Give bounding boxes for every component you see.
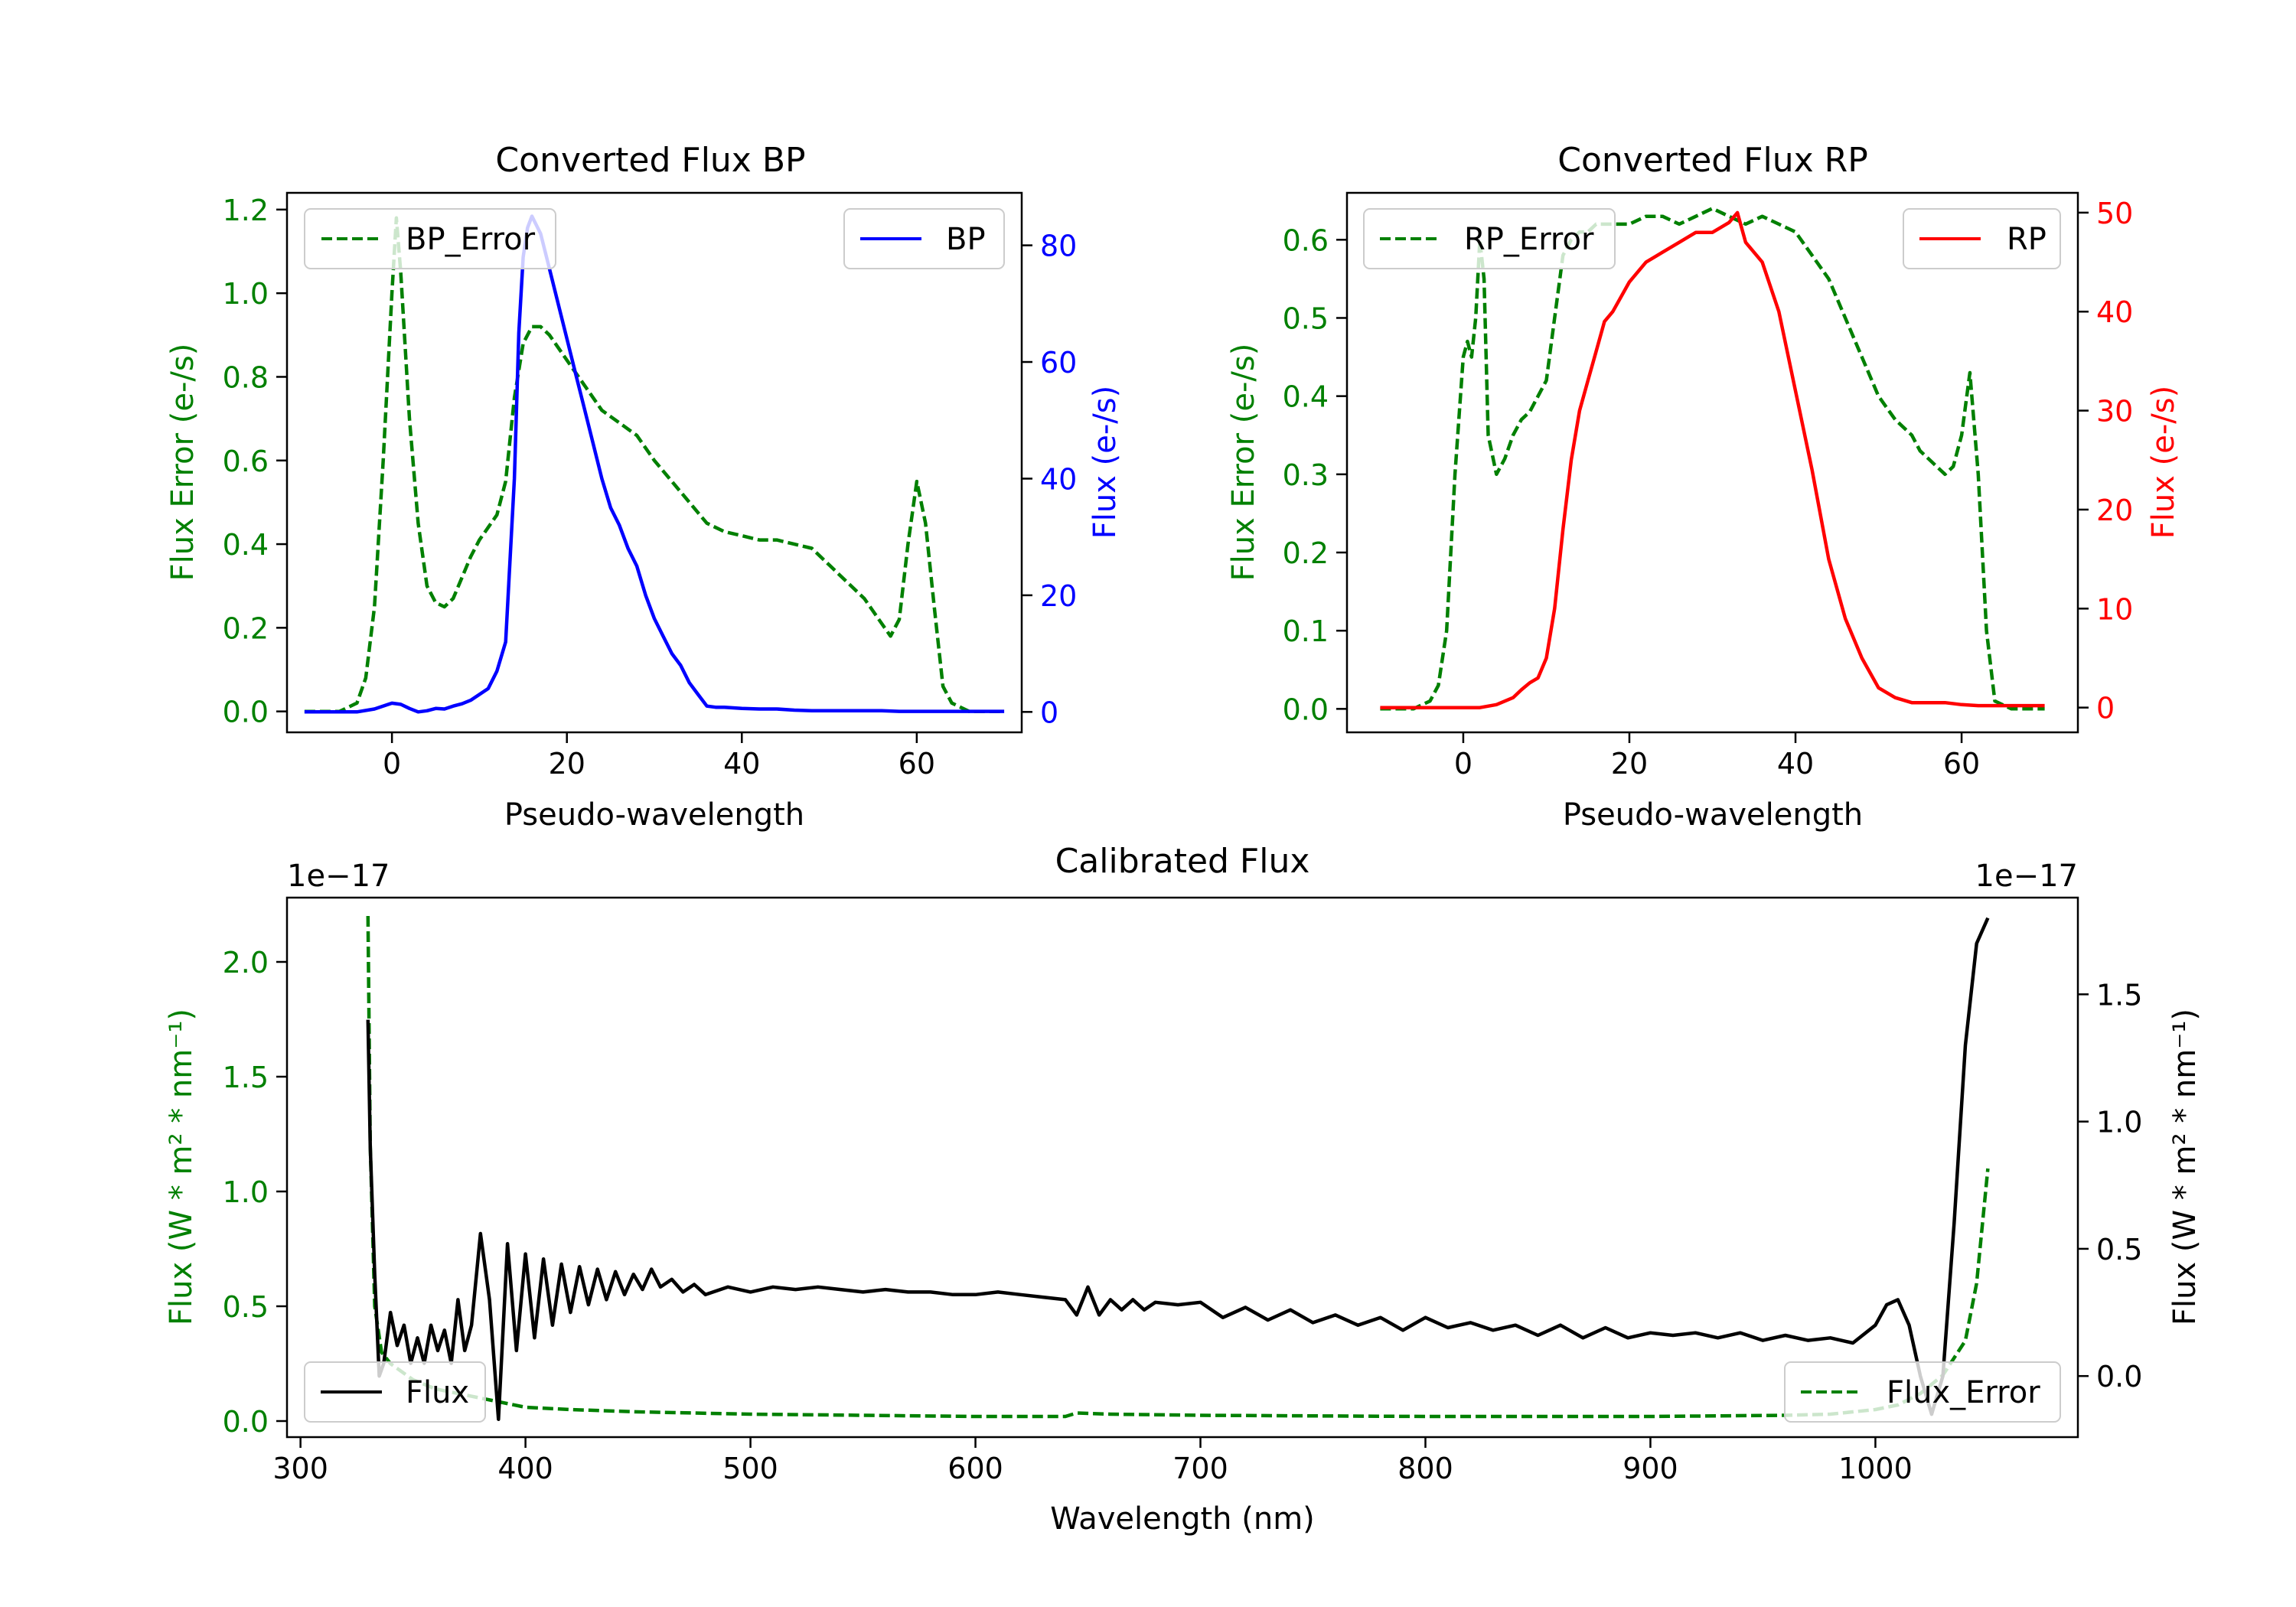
rp-ytick-right-label: 0: [2096, 692, 2115, 725]
rp-ytick-left-label: 0.4: [1283, 380, 1329, 414]
bp-ylabel-left: Flux Error (e-/s): [165, 344, 201, 582]
bp-ytick-left-label: 1.2: [223, 194, 269, 227]
rp-ytick-left-label: 0.3: [1283, 458, 1329, 492]
cal-xtick-label: 600: [947, 1452, 1003, 1485]
rp-ytick-left-label: 0.1: [1283, 614, 1329, 648]
rp-xtick-label: 40: [1777, 747, 1814, 781]
bp-title: Converted Flux BP: [495, 141, 805, 180]
cal-xtick-label: 300: [272, 1452, 328, 1485]
bp-plot-frame: [285, 191, 1023, 734]
rp-ytick-left-label: 0.5: [1283, 302, 1329, 335]
cal-ytick-left-label: 1.5: [223, 1061, 269, 1094]
bp-legend-error-box: [304, 208, 556, 269]
bp-ytick-left-label: 0.6: [223, 445, 269, 478]
rp-legend-error-box: [1363, 208, 1616, 269]
bp-legend-flux-box: [843, 208, 1005, 269]
cal-legend-flux-label: Flux: [406, 1375, 469, 1410]
rp-legend-error-label: RP_Error: [1464, 222, 1594, 257]
bp-ytick-left-label: 1.0: [223, 277, 269, 311]
bp-legend-flux-label: BP: [946, 222, 986, 257]
cal-xtick-label: 400: [497, 1452, 553, 1485]
cal-legend-error-box: [1784, 1361, 2061, 1423]
cal-xlabel: Wavelength (nm): [1050, 1501, 1315, 1537]
bp-series-bp: [304, 214, 1005, 714]
cal-title: Calibrated Flux: [1055, 842, 1310, 881]
rp-xlabel: Pseudo-wavelength: [1563, 797, 1863, 833]
bp-ytick-right-label: 20: [1040, 579, 1077, 613]
cal-plot-frame: [285, 896, 2079, 1439]
bp-ylabel-right: Flux (e-/s): [1088, 386, 1123, 539]
bp-ytick-left-label: 0.2: [223, 611, 269, 645]
cal-ytick-right-label: 1.0: [2096, 1106, 2142, 1139]
cal-legend-flux-box: [304, 1361, 486, 1423]
rp-ytick-left-label: 0.6: [1283, 223, 1329, 257]
cal-xtick-label: 900: [1623, 1452, 1678, 1485]
rp-ytick-right-label: 30: [2096, 395, 2133, 429]
bp-legend-error-label: BP_Error: [406, 222, 536, 257]
cal-ytick-left-label: 1.0: [223, 1175, 269, 1209]
rp-ytick-right-label: 20: [2096, 494, 2133, 527]
rp-legend-flux: RP: [1903, 208, 2061, 269]
cal-ytick-left-label: 0.0: [223, 1405, 269, 1439]
bp-ytick-left-label: 0.0: [223, 696, 269, 729]
bp-ytick-right-label: 80: [1040, 230, 1077, 263]
rp-legend-flux-box: [1903, 208, 2061, 269]
cal-ytick-left-label: 0.5: [223, 1290, 269, 1324]
rp-ytick-left-label: 0.0: [1283, 693, 1329, 726]
rp-xtick-label: 0: [1454, 747, 1473, 781]
cal-xtick-label: 1000: [1838, 1452, 1913, 1485]
rp-ytick-right-label: 50: [2096, 197, 2133, 230]
rp-panel: Converted Flux RP 0 20 40 60 0.0 0.1 0.2 0.3 0.4…: [1226, 141, 2181, 833]
bp-ytick-right-label: 40: [1040, 462, 1077, 496]
rp-xtick-label: 20: [1611, 747, 1648, 781]
cal-ytick-right-label: 1.5: [2096, 978, 2142, 1012]
bp-ytick-right-label: 0: [1040, 696, 1058, 729]
bp-xtick-label: 40: [723, 747, 760, 781]
bp-ytick-left-label: 0.4: [223, 528, 269, 562]
rp-series-rp-error: [1380, 207, 2045, 711]
cal-offset-left: 1e−17: [287, 859, 390, 894]
rp-legend-error: RP_Error: [1363, 208, 1616, 269]
cal-series-flux-error: [366, 915, 1990, 1419]
rp-plot-frame: [1345, 191, 2079, 734]
rp-ylabel-right: Flux (e-/s): [2146, 386, 2181, 539]
rp-xtick-label: 60: [1943, 747, 1980, 781]
rp-ytick-right-label: 40: [2096, 295, 2133, 329]
bp-xtick-label: 0: [383, 747, 401, 781]
bp-legend-flux: BP: [843, 208, 1005, 269]
cal-ytick-right-label: 0.5: [2096, 1233, 2142, 1266]
bp-series-bp-error: [304, 216, 1005, 713]
cal-ytick-left-label: 2.0: [223, 946, 269, 980]
cal-offset-right: 1e−17: [1975, 859, 2078, 894]
bp-xtick-label: 60: [899, 747, 935, 781]
calibrated-panel: Calibrated Flux 1e−17 1e−17 300 400 500 600…: [164, 842, 2203, 1537]
rp-ytick-left-label: 0.2: [1283, 536, 1329, 570]
bp-legend-error: BP_Error: [304, 208, 556, 269]
cal-legend-flux: Flux: [304, 1361, 486, 1423]
bp-ytick-right-label: 60: [1040, 346, 1077, 380]
cal-ytick-right-label: 0.0: [2096, 1360, 2142, 1393]
rp-legend-flux-label: RP: [2007, 222, 2047, 257]
cal-xtick-label: 700: [1172, 1452, 1228, 1485]
rp-title: Converted Flux RP: [1557, 141, 1868, 180]
rp-series-rp: [1380, 210, 2045, 709]
cal-ylabel-left: Flux (W * m² * nm⁻¹): [164, 1009, 199, 1325]
rp-ylabel-left: Flux Error (e-/s): [1226, 344, 1261, 582]
cal-legend-error-label: Flux_Error: [1887, 1375, 2040, 1410]
bp-xtick-label: 20: [549, 747, 585, 781]
bp-ytick-left-label: 0.8: [223, 360, 269, 394]
rp-ytick-right-label: 10: [2096, 592, 2133, 626]
cal-xtick-label: 800: [1397, 1452, 1453, 1485]
cal-xtick-label: 500: [722, 1452, 778, 1485]
cal-series-flux: [366, 917, 1990, 1421]
cal-legend-error: Flux_Error: [1784, 1361, 2061, 1423]
cal-ylabel-right: Flux (W * m² * nm⁻¹): [2167, 1009, 2203, 1325]
bp-xlabel: Pseudo-wavelength: [504, 797, 804, 833]
bp-panel: Converted Flux BP 0 20 40 60 0.0 0.2 0.4 0.6 0.8…: [165, 141, 1123, 833]
